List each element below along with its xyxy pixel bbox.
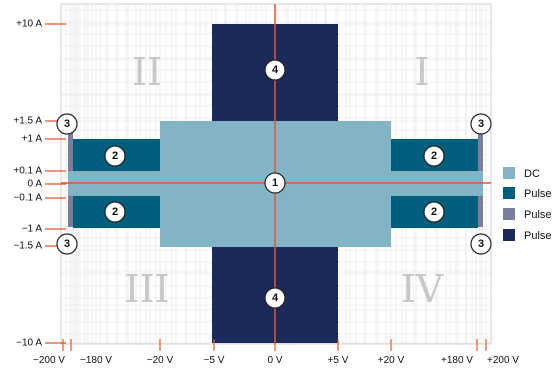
- badge-2-upper-left: 2: [104, 145, 126, 167]
- legend-swatch-pulse-navy: [503, 229, 515, 241]
- legend-label-pulse-teal: Pulse: [524, 188, 552, 200]
- x-label-m200: −200 V: [33, 355, 65, 366]
- svg-text:3: 3: [478, 118, 484, 130]
- legend: DC Pulse Pulse Pulse: [503, 167, 552, 242]
- svg-text:3: 3: [478, 238, 484, 250]
- legend-label-pulse-gray: Pulse: [524, 209, 552, 221]
- x-label-m5: −5 V: [204, 355, 225, 366]
- svg-text:4: 4: [272, 64, 279, 76]
- legend-item-dc: DC: [503, 167, 540, 180]
- x-label-m180: −180 V: [80, 355, 112, 366]
- x-label-p200: +200 V: [487, 355, 519, 366]
- x-label-0: 0 V: [267, 355, 282, 366]
- quadrant-label-II: II: [132, 50, 162, 94]
- legend-swatch-dc: [503, 167, 515, 179]
- y-axis-labels: +10 A +1.5 A +1 A +0.1 A 0 A −0.1 A −1 A…: [13, 19, 42, 349]
- x-label-p20: +20 V: [378, 355, 405, 366]
- y-label-m10: −10 A: [16, 338, 42, 349]
- svg-text:3: 3: [64, 118, 70, 130]
- badge-4-top: 4: [264, 59, 286, 81]
- svg-text:4: 4: [272, 292, 279, 304]
- quadrant-label-III: III: [124, 267, 169, 311]
- y-label-0: 0 A: [28, 179, 43, 190]
- svg-text:2: 2: [112, 206, 118, 218]
- region-badges: 4 4 1 2 2 2 2 3 3 3 3: [56, 59, 492, 309]
- legend-label-dc: DC: [524, 168, 540, 180]
- y-label-p1: +1 A: [22, 134, 43, 145]
- quadrant-label-I: I: [414, 50, 429, 94]
- badge-2-upper-right: 2: [423, 145, 445, 167]
- badge-3-lower-left: 3: [56, 233, 78, 255]
- y-label-m1: −1 A: [22, 224, 43, 235]
- quadrant-labels: II I III IV: [124, 50, 443, 311]
- x-label-p5: +5 V: [328, 355, 349, 366]
- badge-3-upper-left: 3: [56, 113, 78, 135]
- svg-text:2: 2: [431, 206, 437, 218]
- svg-text:1: 1: [272, 177, 278, 189]
- badge-2-lower-left: 2: [104, 201, 126, 223]
- legend-item-pulse-navy: Pulse: [503, 229, 552, 242]
- x-label-p180: +180 V: [441, 355, 473, 366]
- y-label-p0_1: +0.1 A: [13, 166, 42, 177]
- y-label-m1_5: −1.5 A: [13, 241, 42, 252]
- svg-text:2: 2: [112, 150, 118, 162]
- quadrant-label-IV: IV: [401, 267, 444, 311]
- badge-2-lower-right: 2: [423, 201, 445, 223]
- legend-item-pulse-teal: Pulse: [503, 187, 552, 200]
- x-ticks: [62, 339, 487, 351]
- badge-3-upper-right: 3: [470, 113, 492, 135]
- y-label-p10: +10 A: [16, 19, 42, 30]
- y-label-m0_1: −0.1 A: [13, 193, 42, 204]
- y-label-p1_5: +1.5 A: [13, 116, 42, 127]
- x-label-m20: −20 V: [147, 355, 174, 366]
- badge-4-bottom: 4: [264, 287, 286, 309]
- legend-label-pulse-navy: Pulse: [524, 230, 552, 242]
- x-axis-labels: −200 V −180 V −20 V −5 V 0 V +5 V +20 V …: [33, 355, 519, 366]
- legend-item-pulse-gray: Pulse: [503, 208, 552, 221]
- svg-text:3: 3: [64, 238, 70, 250]
- svg-text:2: 2: [431, 150, 437, 162]
- legend-swatch-pulse-teal: [503, 187, 515, 199]
- legend-swatch-pulse-gray: [503, 208, 515, 220]
- badge-1-center: 1: [264, 172, 286, 194]
- badge-3-lower-right: 3: [470, 233, 492, 255]
